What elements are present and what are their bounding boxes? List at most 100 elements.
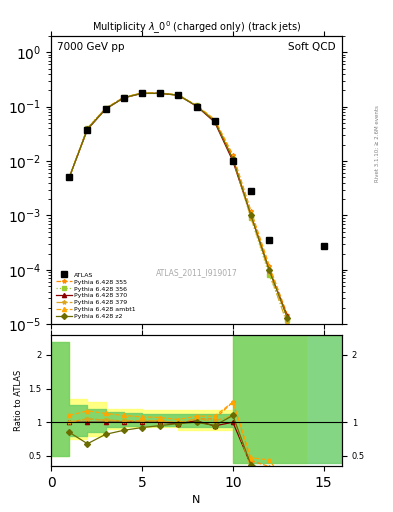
- Pythia 6.428 379: [267, 269, 272, 275]
- Pythia 6.428 370: [85, 126, 90, 133]
- Line: Pythia 6.428 370: Pythia 6.428 370: [67, 91, 290, 318]
- Pythia 6.428 370: [285, 313, 290, 319]
- ATLAS: [85, 126, 90, 133]
- Line: Pythia 6.428 379: Pythia 6.428 379: [67, 91, 290, 326]
- Pythia 6.428 370: [67, 175, 72, 181]
- Pythia 6.428 370: [176, 92, 181, 98]
- Pythia 6.428 355: [140, 90, 144, 96]
- X-axis label: N: N: [192, 495, 201, 505]
- Pythia 6.428 370: [267, 267, 272, 273]
- Pythia 6.428 355: [194, 102, 199, 109]
- Pythia 6.428 356: [121, 94, 126, 100]
- Pythia 6.428 ambt1: [67, 175, 72, 181]
- Pythia 6.428 z2: [267, 267, 272, 273]
- Pythia 6.428 356: [85, 125, 90, 132]
- Pythia 6.428 355: [231, 152, 235, 158]
- Pythia 6.428 356: [194, 102, 199, 109]
- Pythia 6.428 370: [249, 212, 253, 219]
- Pythia 6.428 379: [194, 102, 199, 109]
- Pythia 6.428 ambt1: [176, 92, 181, 98]
- Pythia 6.428 356: [212, 118, 217, 124]
- ATLAS: [321, 243, 326, 249]
- Pythia 6.428 z2: [103, 106, 108, 112]
- Pythia 6.428 370: [121, 95, 126, 101]
- Pythia 6.428 z2: [158, 90, 163, 96]
- Text: Rivet 3.1.10; ≥ 2.6M events: Rivet 3.1.10; ≥ 2.6M events: [375, 105, 380, 182]
- Pythia 6.428 370: [212, 119, 217, 125]
- Pythia 6.428 379: [249, 215, 253, 221]
- Pythia 6.428 ambt1: [158, 90, 163, 96]
- Pythia 6.428 355: [176, 92, 181, 98]
- Pythia 6.428 370: [158, 90, 163, 96]
- Pythia 6.428 355: [285, 312, 290, 318]
- Pythia 6.428 355: [249, 208, 253, 214]
- Pythia 6.428 356: [176, 92, 181, 98]
- ATLAS: [176, 92, 181, 98]
- Pythia 6.428 379: [231, 156, 235, 162]
- Pythia 6.428 ambt1: [85, 126, 90, 132]
- Pythia 6.428 356: [158, 90, 163, 96]
- Pythia 6.428 379: [140, 90, 144, 96]
- Pythia 6.428 ambt1: [121, 94, 126, 100]
- ATLAS: [121, 95, 126, 101]
- Pythia 6.428 z2: [140, 90, 144, 96]
- Pythia 6.428 355: [67, 175, 72, 181]
- Pythia 6.428 z2: [194, 103, 199, 109]
- Pythia 6.428 ambt1: [103, 105, 108, 112]
- Pythia 6.428 356: [285, 317, 290, 323]
- Line: ATLAS: ATLAS: [66, 91, 327, 248]
- Pythia 6.428 z2: [121, 95, 126, 101]
- Pythia 6.428 356: [140, 90, 144, 96]
- Text: 7000 GeV pp: 7000 GeV pp: [57, 41, 125, 52]
- Pythia 6.428 355: [267, 263, 272, 269]
- Text: ATLAS_2011_I919017: ATLAS_2011_I919017: [156, 268, 237, 277]
- Line: Pythia 6.428 355: Pythia 6.428 355: [67, 91, 290, 317]
- Y-axis label: Ratio to ATLAS: Ratio to ATLAS: [14, 370, 23, 431]
- Pythia 6.428 z2: [249, 212, 253, 219]
- ATLAS: [158, 90, 163, 96]
- ATLAS: [67, 175, 72, 181]
- Pythia 6.428 ambt1: [249, 210, 253, 216]
- ATLAS: [267, 237, 272, 243]
- Pythia 6.428 z2: [67, 175, 72, 181]
- ATLAS: [231, 158, 235, 164]
- Pythia 6.428 ambt1: [231, 154, 235, 160]
- ATLAS: [103, 106, 108, 112]
- Pythia 6.428 ambt1: [194, 102, 199, 109]
- Pythia 6.428 356: [67, 175, 72, 181]
- Pythia 6.428 379: [176, 92, 181, 98]
- Pythia 6.428 z2: [231, 156, 235, 162]
- Pythia 6.428 z2: [285, 315, 290, 321]
- Pythia 6.428 356: [231, 156, 235, 162]
- Text: Soft QCD: Soft QCD: [288, 41, 336, 52]
- Pythia 6.428 379: [212, 117, 217, 123]
- Pythia 6.428 379: [121, 94, 126, 100]
- Line: Pythia 6.428 356: Pythia 6.428 356: [67, 91, 290, 322]
- Pythia 6.428 379: [85, 125, 90, 132]
- Pythia 6.428 355: [85, 125, 90, 132]
- ATLAS: [212, 118, 217, 124]
- ATLAS: [194, 103, 199, 110]
- ATLAS: [249, 188, 253, 194]
- Pythia 6.428 370: [231, 158, 235, 164]
- Line: Pythia 6.428 z2: Pythia 6.428 z2: [67, 91, 290, 320]
- Pythia 6.428 ambt1: [140, 90, 144, 96]
- Pythia 6.428 355: [212, 116, 217, 122]
- Pythia 6.428 356: [103, 105, 108, 112]
- Pythia 6.428 355: [103, 105, 108, 112]
- Pythia 6.428 z2: [212, 118, 217, 124]
- Pythia 6.428 ambt1: [267, 265, 272, 271]
- Legend: ATLAS, Pythia 6.428 355, Pythia 6.428 356, Pythia 6.428 370, Pythia 6.428 379, P: ATLAS, Pythia 6.428 355, Pythia 6.428 35…: [54, 270, 138, 321]
- ATLAS: [140, 90, 144, 96]
- Pythia 6.428 370: [103, 106, 108, 112]
- Pythia 6.428 ambt1: [212, 117, 217, 123]
- Pythia 6.428 z2: [176, 92, 181, 98]
- Pythia 6.428 379: [158, 90, 163, 96]
- Pythia 6.428 370: [140, 90, 144, 96]
- Pythia 6.428 z2: [85, 126, 90, 132]
- Pythia 6.428 355: [158, 90, 163, 96]
- Pythia 6.428 379: [285, 321, 290, 327]
- Pythia 6.428 ambt1: [285, 315, 290, 321]
- Line: Pythia 6.428 ambt1: Pythia 6.428 ambt1: [67, 91, 290, 320]
- Pythia 6.428 356: [267, 272, 272, 278]
